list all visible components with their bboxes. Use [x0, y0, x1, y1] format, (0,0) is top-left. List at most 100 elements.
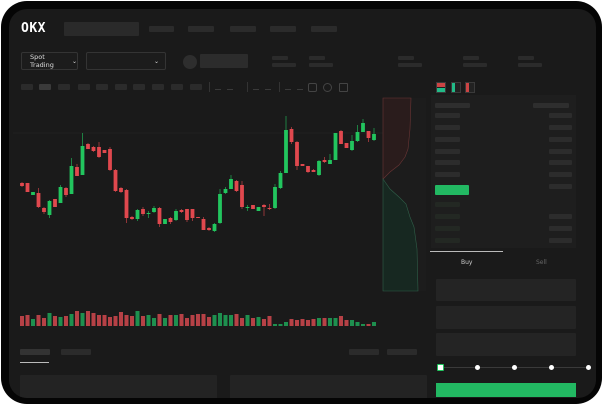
candle — [25, 183, 30, 192]
bid-price — [435, 226, 460, 231]
volume-bar — [284, 322, 288, 326]
slider-handle[interactable] — [437, 364, 444, 371]
candle-body — [42, 208, 46, 212]
bid-price — [435, 238, 460, 243]
timeframe-button[interactable] — [96, 84, 108, 90]
volume-bar — [256, 317, 261, 326]
candle-body — [240, 185, 244, 207]
volume-bar — [278, 324, 283, 326]
nav-item-4[interactable] — [270, 26, 296, 32]
market-selector-button[interactable]: Spot Trading ⌄ — [21, 52, 78, 70]
candle-body — [80, 146, 85, 175]
volume-bar — [185, 318, 189, 326]
ask-price — [435, 113, 460, 118]
candle — [108, 147, 112, 171]
candle — [168, 217, 173, 224]
indicator-icon[interactable] — [297, 86, 303, 90]
indicator-icon[interactable] — [285, 86, 291, 90]
tab-order-history[interactable] — [61, 349, 91, 355]
orderbook-header-amount — [533, 103, 569, 108]
candle-body — [328, 160, 332, 164]
candle-body — [141, 209, 145, 214]
bid-amount — [549, 238, 572, 243]
indicator-icon[interactable] — [227, 86, 233, 90]
candle-body — [53, 199, 57, 207]
candle-body — [361, 123, 365, 132]
timeframe-button[interactable] — [171, 84, 183, 90]
nav-item-1[interactable] — [149, 26, 174, 32]
chevron-down-icon: ⌄ — [71, 57, 77, 65]
timeframe-button[interactable] — [39, 84, 51, 90]
orderbook-asks-icon[interactable] — [465, 82, 475, 93]
candle-body — [289, 129, 294, 142]
okx-logo[interactable]: OKX — [21, 21, 46, 36]
candle — [350, 135, 354, 151]
candle-body — [75, 167, 79, 176]
total-input[interactable] — [436, 333, 576, 356]
candle — [361, 119, 365, 132]
timeframe-button[interactable] — [115, 84, 127, 90]
candle — [201, 217, 206, 230]
volume-bar — [179, 314, 184, 326]
timeframe-button[interactable] — [190, 84, 202, 90]
slider-stop[interactable] — [474, 365, 480, 370]
volume-bar — [311, 319, 316, 326]
candle-body — [179, 210, 184, 212]
candle-body — [20, 183, 24, 186]
nav-item-2[interactable] — [188, 26, 214, 32]
settings-icon[interactable] — [323, 83, 332, 92]
timeframe-button[interactable] — [78, 84, 90, 90]
indicator-icon[interactable] — [215, 86, 221, 90]
filter-button[interactable] — [387, 349, 417, 355]
candle — [317, 160, 321, 176]
volume-bar — [333, 318, 338, 326]
slider-stop[interactable] — [511, 365, 517, 370]
candle — [218, 189, 222, 224]
candle-body — [69, 166, 74, 194]
coin-avatar — [183, 55, 197, 69]
volume-bar — [97, 315, 101, 326]
candle — [245, 205, 250, 211]
stat-label — [518, 56, 534, 60]
candle-body — [97, 147, 101, 157]
bottom-tab-underline — [20, 362, 49, 363]
volume-bar — [355, 322, 360, 326]
stat-label — [309, 56, 325, 60]
amount-input[interactable] — [436, 306, 576, 329]
candle — [157, 207, 162, 227]
candle-body — [86, 144, 90, 149]
tab-sell[interactable]: Sell — [536, 259, 547, 266]
slider-stop[interactable] — [548, 365, 554, 370]
orderbook-bids-icon[interactable] — [451, 82, 461, 93]
candlestick-chart[interactable] — [9, 9, 596, 398]
search-input[interactable] — [64, 22, 139, 36]
fullscreen-icon[interactable] — [339, 83, 348, 92]
volume-bar — [80, 313, 85, 326]
nav-item-5[interactable] — [311, 26, 337, 32]
timeframe-button[interactable] — [152, 84, 164, 90]
timeframe-button[interactable] — [58, 84, 70, 90]
camera-icon[interactable] — [308, 83, 317, 92]
pair-dropdown[interactable]: ⌄ — [86, 52, 166, 70]
candle-body — [223, 189, 228, 193]
depth-bids-area — [382, 178, 419, 292]
volume-bar — [207, 317, 211, 326]
volume-bar — [42, 318, 46, 326]
slider-stop[interactable] — [585, 365, 591, 370]
nav-item-3[interactable] — [230, 26, 256, 32]
timeframe-button[interactable] — [133, 84, 145, 90]
buy-button[interactable] — [436, 383, 576, 397]
tab-buy[interactable]: Buy — [461, 259, 473, 266]
candle — [135, 209, 140, 221]
price-input[interactable] — [436, 279, 576, 301]
indicator-icon[interactable] — [253, 86, 259, 90]
timeframe-button[interactable] — [21, 84, 33, 90]
ask-amount — [549, 113, 572, 118]
candle — [355, 125, 360, 142]
volume-bar — [344, 320, 349, 326]
orderbook-both-icon[interactable] — [436, 82, 446, 93]
filter-button[interactable] — [349, 349, 379, 355]
indicator-icon[interactable] — [265, 86, 271, 90]
volume-bar — [212, 315, 217, 326]
tab-open-orders[interactable] — [20, 349, 50, 355]
